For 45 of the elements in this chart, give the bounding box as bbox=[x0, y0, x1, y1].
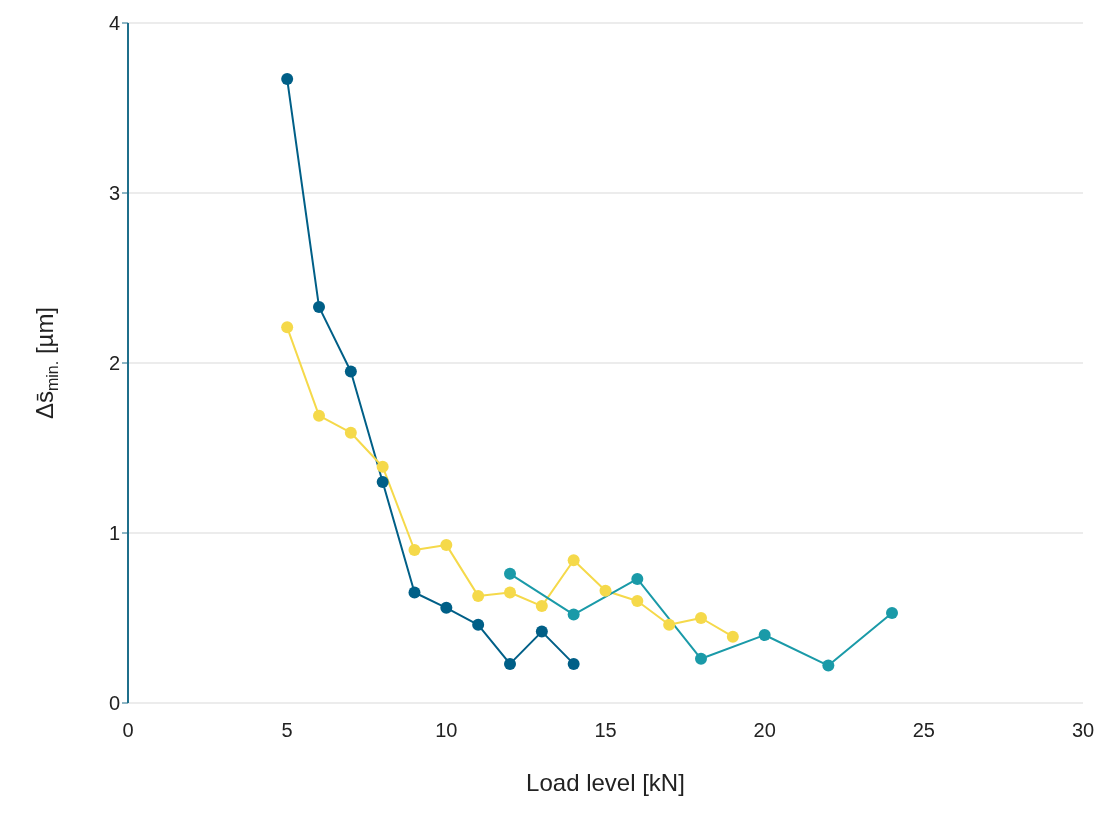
point bbox=[695, 612, 707, 624]
point bbox=[440, 601, 453, 614]
x-tick-label: 5 bbox=[281, 719, 293, 742]
point bbox=[631, 572, 644, 585]
point bbox=[408, 586, 421, 599]
x-tick-label: 15 bbox=[594, 719, 617, 742]
point bbox=[376, 460, 389, 473]
point bbox=[663, 618, 676, 631]
point bbox=[408, 544, 421, 556]
x-tick-label: 20 bbox=[753, 719, 776, 742]
point bbox=[599, 584, 612, 597]
x-tick-label: 10 bbox=[435, 719, 458, 742]
point bbox=[472, 618, 485, 631]
point bbox=[695, 652, 707, 665]
point bbox=[726, 630, 739, 643]
point bbox=[344, 365, 357, 378]
y-tick-label: 1 bbox=[108, 522, 120, 545]
x-tick-label: 30 bbox=[1071, 719, 1095, 742]
y-tick-label: 4 bbox=[108, 12, 120, 35]
point bbox=[440, 538, 453, 551]
point bbox=[281, 321, 294, 334]
y-tick-label: 0 bbox=[108, 692, 120, 715]
point bbox=[344, 426, 357, 439]
point bbox=[567, 608, 580, 621]
point bbox=[472, 589, 485, 602]
point bbox=[822, 659, 835, 672]
y-tick-label: 3 bbox=[108, 182, 120, 205]
point bbox=[504, 586, 516, 599]
point bbox=[504, 657, 516, 670]
x-tick-label: 25 bbox=[912, 719, 935, 742]
point bbox=[281, 73, 294, 86]
point bbox=[376, 476, 389, 488]
point bbox=[631, 595, 644, 607]
point bbox=[313, 409, 325, 422]
point bbox=[567, 657, 580, 670]
point bbox=[504, 567, 516, 580]
x-axis-title: Load level [kN] bbox=[526, 769, 685, 796]
point bbox=[886, 606, 898, 619]
point bbox=[535, 625, 548, 638]
point bbox=[567, 554, 580, 567]
y-tick-label: 2 bbox=[108, 352, 120, 375]
point bbox=[313, 300, 325, 313]
point bbox=[758, 629, 771, 641]
point bbox=[535, 600, 548, 613]
x-tick-label: 0 bbox=[122, 719, 134, 742]
